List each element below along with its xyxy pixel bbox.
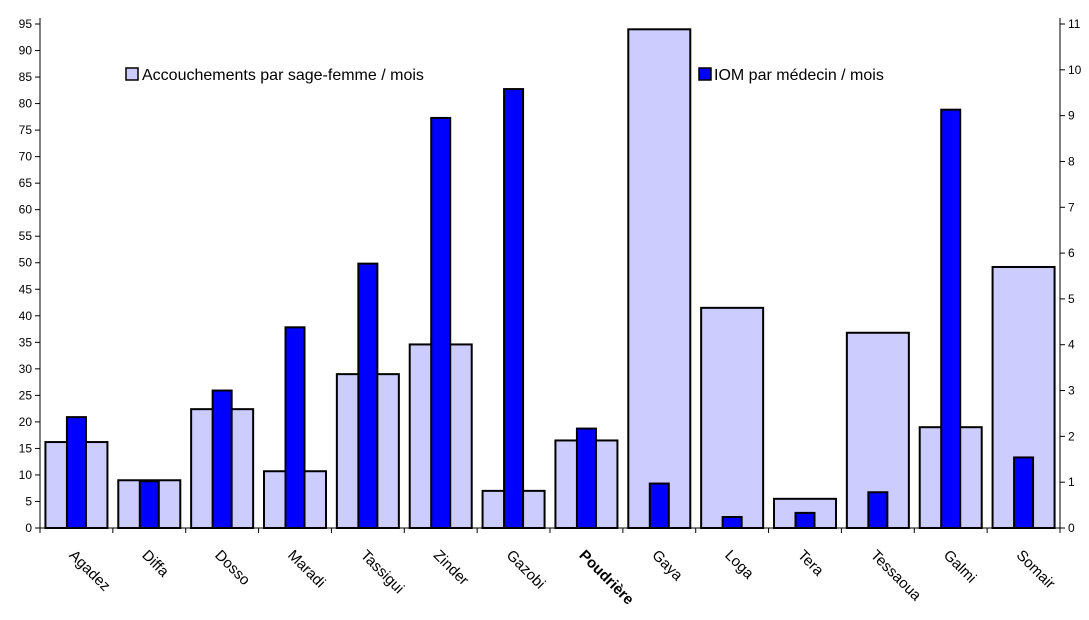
y-left-tick-label: 35 (19, 335, 33, 349)
y-right-tick-label: 4 (1068, 338, 1075, 352)
bar-iom-loga (721, 516, 743, 530)
y-right-tick-label: 2 (1068, 429, 1075, 443)
y-left-tick-label: 40 (19, 309, 33, 323)
bar-iom-gaya (648, 482, 670, 530)
narrow-bars (65, 88, 1035, 530)
legend-label-iom: IOM par médecin / mois (714, 67, 884, 84)
x-tick-label-tassigui: Tassigui (357, 547, 407, 597)
y-right-tick-label: 8 (1068, 154, 1075, 168)
y-left-tick-label: 0 (25, 521, 32, 535)
legend-swatch-iom (698, 67, 712, 81)
right-axis: 0 1 2 3 4 5 6 7 8 9 10 11 (1060, 17, 1082, 535)
x-tick-label-dosso: Dosso (211, 547, 253, 589)
bar-iom-maradi (284, 326, 306, 530)
y-left-tick-label: 65 (19, 176, 33, 190)
y-left-tick-label: 90 (19, 44, 33, 58)
bar-iom-zinder (430, 116, 452, 529)
bar-iom-gazobi (503, 88, 525, 529)
bar-iom-tassigui (357, 262, 379, 529)
bar-iom-agadez (65, 416, 87, 529)
y-right-tick-label: 9 (1068, 109, 1075, 123)
x-axis: Agadez Diffa Dosso Maradi Tassigui Zinder Gazo… (39, 528, 1061, 609)
bar-iom-tessaoua (867, 491, 889, 529)
y-left-tick-label: 60 (19, 203, 33, 217)
x-tick-label-gaya: Gaya (648, 547, 686, 585)
y-left-tick-label: 95 (19, 17, 33, 31)
x-tick-label-loga: Loga (721, 547, 757, 583)
x-tick-label-gazobi: Gazobi (503, 547, 549, 593)
x-tick-label-maradi: Maradi (284, 547, 328, 591)
x-tick-label-galmi: Galmi (940, 547, 980, 587)
bar-iom-poudriere (575, 427, 597, 530)
x-tick-label-diffa: Diffa (138, 547, 172, 581)
x-tick-label-zinder: Zinder (430, 547, 472, 589)
legend-item-accouchements: Accouchements par sage-femme / mois (125, 67, 424, 84)
x-tick-label-tera: Tera (794, 547, 827, 580)
bar-iom-tera (794, 511, 816, 530)
y-left-tick-label: 75 (19, 123, 33, 137)
bar-accouchements-loga (700, 306, 765, 529)
y-left-tick-label: 10 (19, 468, 33, 482)
y-left-tick-label: 85 (19, 70, 33, 84)
bar-iom-dosso (211, 389, 233, 529)
y-left-tick-label: 80 (19, 97, 33, 111)
left-axis: 0 5 10 15 20 25 30 35 40 45 50 55 60 65 70 75 80 85 90 95 (19, 17, 40, 535)
y-right-tick-label: 3 (1068, 384, 1075, 398)
y-left-tick-label: 30 (19, 362, 33, 376)
x-tick-label-poudriere: Poudrière (576, 547, 638, 609)
bar-iom-somair (1013, 456, 1035, 529)
legend-item-iom: IOM par médecin / mois (698, 67, 884, 84)
y-right-tick-label: 10 (1068, 63, 1082, 77)
y-right-tick-label: 0 (1068, 521, 1075, 535)
y-left-tick-label: 15 (19, 441, 33, 455)
x-tick-label-somair: Somair (1013, 547, 1059, 593)
x-tick-label-tessaoua: Tessaoua (867, 547, 925, 605)
y-left-tick-label: 50 (19, 256, 33, 270)
y-right-tick-label: 5 (1068, 292, 1075, 306)
y-left-tick-label: 45 (19, 282, 33, 296)
y-left-tick-label: 55 (19, 229, 33, 243)
y-right-tick-label: 6 (1068, 246, 1075, 260)
y-right-tick-label: 1 (1068, 475, 1075, 489)
wide-bars (44, 28, 1056, 530)
y-left-tick-label: 25 (19, 388, 33, 402)
y-left-tick-label: 20 (19, 415, 33, 429)
x-tick-label-agadez: Agadez (66, 547, 114, 595)
bar-accouchements-gaya (627, 28, 692, 529)
y-right-tick-label: 7 (1068, 200, 1075, 214)
legend-swatch-accouchements (125, 67, 139, 81)
legend-label-accouchements: Accouchements par sage-femme / mois (142, 67, 424, 84)
y-left-tick-label: 5 (25, 494, 32, 508)
y-left-tick-label: 70 (19, 150, 33, 164)
bar-iom-galmi (940, 108, 962, 530)
legend: Accouchements par sage-femme / mois IOM … (125, 67, 884, 84)
bar-iom-diffa (138, 480, 160, 529)
y-right-tick-label: 11 (1068, 17, 1081, 31)
